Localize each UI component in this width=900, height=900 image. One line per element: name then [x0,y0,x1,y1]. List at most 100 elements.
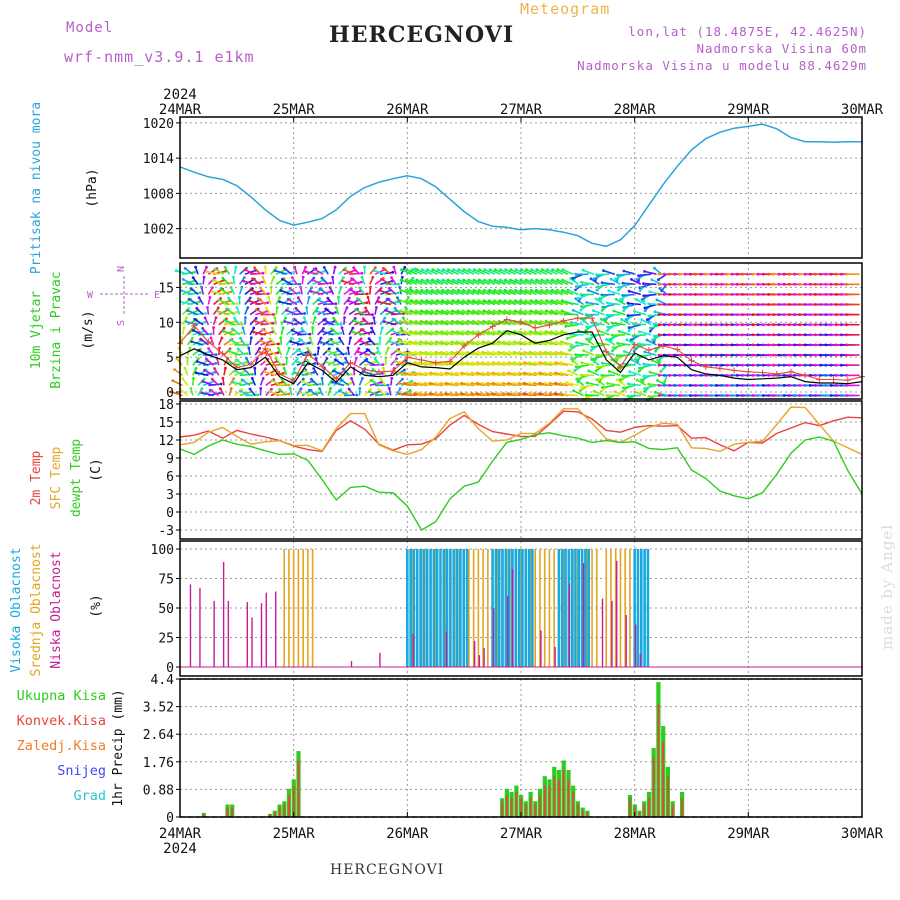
wind-arrow-head [730,394,734,397]
wind-arrow-head [434,381,437,385]
wind-arrow-head [814,313,817,316]
wind-arrow-head [365,348,369,351]
wind-arrow-head [761,353,765,357]
wind-arrow-head [683,373,687,377]
wind-arrow [435,351,449,356]
wind-arrow-head [782,272,786,276]
wind-arrow [514,330,527,336]
wind-arrow-head [423,392,427,396]
wind-arrow-head [404,309,408,313]
wind-arrow-head [668,363,671,367]
wind-arrow [552,268,564,275]
wind-arrow-head [606,329,609,332]
wind-arrow [329,339,340,346]
wind-arrow-head [730,363,734,367]
wind-arrow-head [751,373,755,377]
wind-arrow-head [673,303,677,306]
wind-arrow-head [808,384,812,387]
wind-arrow-head [221,376,225,380]
wind-arrow [342,280,355,286]
wind-arrow [562,289,574,296]
wind-arrow-head [311,326,314,330]
wind-arrow [536,279,548,286]
temperature-tick-label: 0 [166,506,174,521]
wind-arrow-head [371,368,375,371]
wind-arrow-head [709,333,713,337]
wind-arrow-head [694,282,697,286]
wind-arrow-head [756,303,760,306]
wind-arrow [509,341,522,346]
wind-arrow [644,351,657,356]
wind-arrow-head [529,299,533,302]
wind-arrow [477,372,490,377]
wind-arrow-head [462,278,466,282]
wind-arrow-head [259,387,263,390]
wind-arrow [555,382,569,387]
wind-arrow-head [356,350,360,354]
wind-arrow-head [549,330,553,333]
wind-arrow-head [699,323,703,327]
wind-arrow-head [824,272,828,276]
wind-arrow-head [544,309,548,313]
wind-arrow [446,341,459,346]
wind-axis-title-1: 10m Vjetar [29,291,44,369]
wind-arrow-head [290,328,294,332]
wind-arrow-head [549,340,553,344]
wind-arrow-head [683,343,687,347]
wind-arrow-head [647,314,651,318]
wind-arrow-head [626,314,630,317]
wind-arrow-head [346,299,350,303]
wind-arrow [421,299,433,306]
wind-arrow-head [241,326,245,330]
wind-gust-marker [361,366,368,373]
wind-arrow-head [647,320,651,323]
wind-arrow [504,310,517,316]
time-axis-top-label: 25MAR [273,102,316,118]
wind-arrow [550,361,563,366]
wind-arrow-head [720,384,723,387]
wind-arrow-head [330,380,334,384]
wind-arrow [583,349,595,356]
wind-arrow [399,372,412,377]
wind-arrow [540,341,553,346]
wind-arrow [191,340,204,346]
wind-arrow-head [564,325,568,328]
wind-arrow-head [819,313,822,316]
wind-arrow-head [699,384,703,387]
wind-arrow [535,310,548,316]
wind-arrow-head [549,350,553,354]
wind-arrow [467,310,480,316]
wind-arrow-head [840,293,843,296]
wind-arrow [431,310,444,316]
wind-arrow-head [614,297,618,301]
wind-arrow-head [350,277,353,280]
wind-arrow-head [309,290,313,293]
wind-tick-label: 10 [158,316,174,331]
wind-arrow-head [293,265,297,269]
wind-arrow-head [434,392,437,396]
wind-arrow-head [627,289,631,293]
wind-arrow-head [296,357,299,361]
wind-arrow [270,363,284,366]
wind-arrow-head [772,373,776,377]
wind-arrow-head [420,268,424,272]
wind-arrow-head [312,367,316,370]
wind-arrow [601,293,615,296]
wind-arrow-head [741,303,744,306]
wind-arrow [363,371,376,377]
wind-arrow-head [657,323,661,327]
wind-arrow-head [668,373,671,377]
wind-arrow-head [429,371,432,375]
wind-arrow-head [593,279,597,283]
cloud-tick-label: 50 [158,602,174,617]
wind-arrow-head [523,340,527,344]
wind-arrow-head [803,384,807,387]
wind-arrow-head [418,361,422,364]
wind-arrow [401,268,412,275]
wind-arrow-head [441,288,444,292]
wind-gust-marker [262,345,269,352]
wind-arrow-head [657,278,660,281]
wind-arrow-head [845,384,848,387]
wind-arrow-head [619,297,623,301]
